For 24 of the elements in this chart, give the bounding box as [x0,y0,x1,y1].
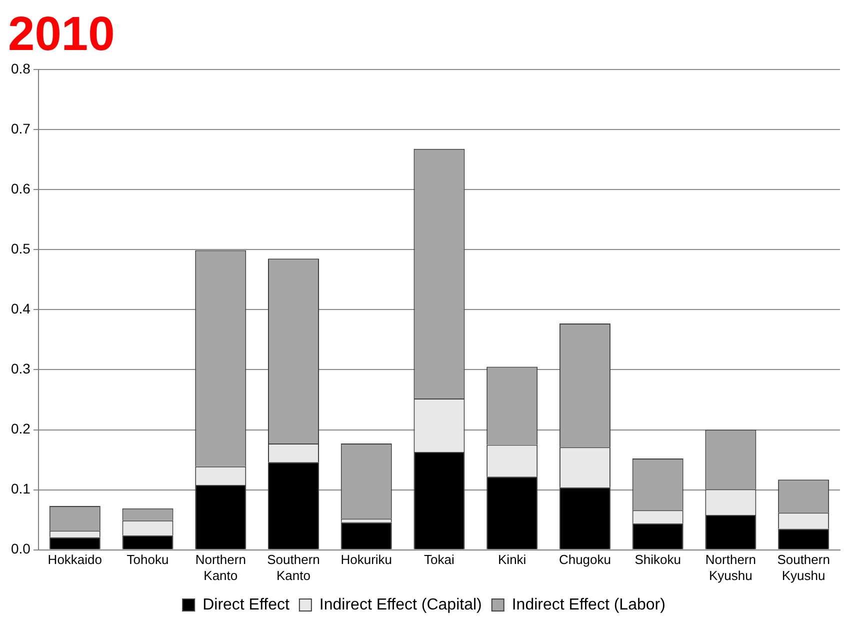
y-tick-label: 0.0 [10,540,31,557]
x-tick-label: Chugoku [558,552,611,568]
legend-label: Direct Effect [202,596,290,614]
x-tick-label: Southern Kanto [267,552,320,583]
y-tick-label: 0.5 [10,240,31,257]
y-tick-label: 0.7 [10,120,31,136]
x-tick-label: Tohoku [126,552,169,568]
x-tick-label: Tokai [424,552,455,568]
legend-label: Indirect Effect (Labor) [512,596,666,614]
x-tick-label: Northern Kanto [195,552,246,583]
x-tick-label: Southern Kyushu [777,552,830,583]
chart-title: 2010 [8,8,115,62]
y-tick-label: 0.8 [10,60,31,76]
legend-label: Indirect Effect (Capital) [319,596,482,614]
y-tick-label: 0.3 [10,360,31,377]
x-tick-label: Kinki [498,552,526,568]
y-tick-label: 0.6 [10,180,31,197]
x-tick-label: Hokkaido [48,552,102,568]
x-tick-label: Shikoku [634,552,681,568]
x-tick-label: Hokuriku [340,552,392,568]
y-tick-label: 0.4 [10,300,31,317]
y-tick-label: 0.2 [10,420,31,437]
y-tick-label: 0.1 [10,480,31,497]
x-tick-label: Northern Kyushu [705,552,756,583]
